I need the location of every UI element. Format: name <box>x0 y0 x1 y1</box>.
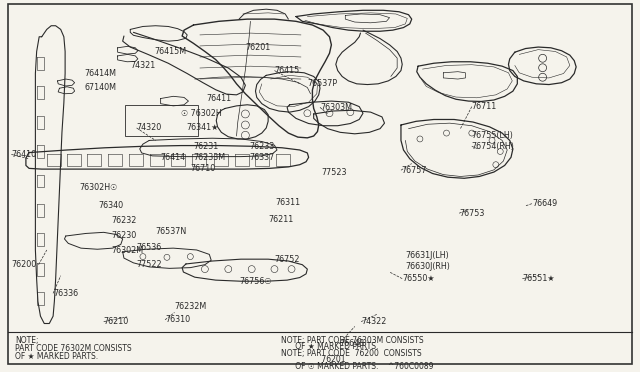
Text: 76648: 76648 <box>339 339 364 348</box>
Text: 76303M: 76303M <box>320 103 352 112</box>
Text: 76340: 76340 <box>99 201 124 210</box>
Text: 76231: 76231 <box>193 142 219 151</box>
Text: 67140M: 67140M <box>84 83 116 92</box>
Text: NOTE; PART CODE  76200  CONSISTS: NOTE; PART CODE 76200 CONSISTS <box>281 349 421 358</box>
Text: 76536: 76536 <box>136 243 162 251</box>
Text: 76710: 76710 <box>190 164 216 173</box>
Text: 76415M: 76415M <box>154 47 186 56</box>
Text: 74320: 74320 <box>136 124 162 132</box>
Text: 76411: 76411 <box>206 94 231 103</box>
Text: 76754(RH): 76754(RH) <box>472 142 515 151</box>
Text: ☉ 76302H: ☉ 76302H <box>181 109 221 118</box>
Text: 76201: 76201 <box>245 42 271 52</box>
Text: 76410: 76410 <box>12 150 36 159</box>
Text: 76311: 76311 <box>276 198 301 207</box>
Text: 76551★: 76551★ <box>522 274 555 283</box>
Text: 76537P: 76537P <box>307 79 337 88</box>
Text: OF ★ MARKED PARTS.: OF ★ MARKED PARTS. <box>15 352 99 361</box>
Text: 76232M: 76232M <box>175 302 207 311</box>
Text: 76649: 76649 <box>532 199 557 208</box>
Text: 76337: 76337 <box>249 153 275 162</box>
Text: 76755(LH): 76755(LH) <box>472 131 514 140</box>
Text: OF ★ MARKED PARTS.: OF ★ MARKED PARTS. <box>281 342 378 352</box>
Text: 76211: 76211 <box>268 215 293 224</box>
Text: 77522: 77522 <box>136 260 162 269</box>
Text: 76310: 76310 <box>165 315 190 324</box>
Text: 76341★: 76341★ <box>186 124 218 132</box>
Text: PART CODE 76302M CONSISTS: PART CODE 76302M CONSISTS <box>15 344 132 353</box>
Text: 76415: 76415 <box>275 66 300 75</box>
Text: 76302M: 76302M <box>111 246 143 255</box>
Text: 76233: 76233 <box>249 142 275 151</box>
Text: 76230: 76230 <box>111 231 136 240</box>
Text: 74321: 74321 <box>131 61 156 70</box>
Text: NOTE;: NOTE; <box>15 336 38 345</box>
Text: 76200: 76200 <box>12 260 36 269</box>
Text: 76336: 76336 <box>53 289 78 298</box>
Text: 76756☉: 76756☉ <box>239 277 271 286</box>
Text: 77523: 77523 <box>321 167 347 177</box>
Text: 76631J(LH): 76631J(LH) <box>405 251 449 260</box>
Text: 76233M: 76233M <box>193 153 226 162</box>
Text: 76210: 76210 <box>104 317 129 326</box>
Text: 74322: 74322 <box>361 317 387 326</box>
Text: 76752: 76752 <box>275 255 300 264</box>
Text: 76550★: 76550★ <box>402 274 435 283</box>
Text: NOTE; PART CODE 76303M CONSISTS: NOTE; PART CODE 76303M CONSISTS <box>281 336 424 345</box>
Text: 76302H☉: 76302H☉ <box>79 183 118 192</box>
Text: 76537N: 76537N <box>156 227 187 236</box>
Text: 76201: 76201 <box>281 355 346 364</box>
Text: 76414: 76414 <box>161 153 186 162</box>
Text: 76757: 76757 <box>401 166 426 175</box>
Text: 76232: 76232 <box>111 216 137 225</box>
Text: 76711: 76711 <box>472 102 497 111</box>
Text: OF ☉ MARKED PARTS.    ^760C0089: OF ☉ MARKED PARTS. ^760C0089 <box>281 362 433 371</box>
Text: 76414M: 76414M <box>84 69 116 78</box>
Text: 76630J(RH): 76630J(RH) <box>405 262 451 271</box>
Text: 76753: 76753 <box>459 209 484 218</box>
